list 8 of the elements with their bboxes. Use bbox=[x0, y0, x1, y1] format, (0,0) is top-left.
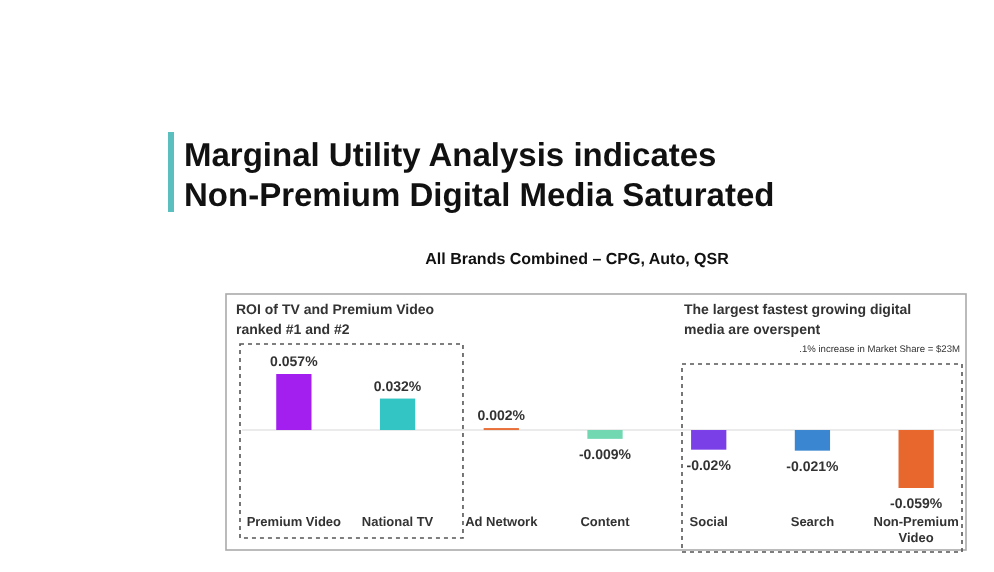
bar bbox=[691, 430, 727, 450]
bar bbox=[587, 430, 623, 439]
chart-title: Marginal Utility Analysis indicates Non-Premium Digital Media Saturated bbox=[184, 138, 775, 214]
bar bbox=[794, 430, 831, 451]
bar bbox=[276, 374, 312, 431]
bar bbox=[379, 398, 416, 431]
bar bbox=[898, 430, 934, 488]
chart-subtitle: All Brands Combined – CPG, Auto, QSR bbox=[425, 250, 730, 268]
